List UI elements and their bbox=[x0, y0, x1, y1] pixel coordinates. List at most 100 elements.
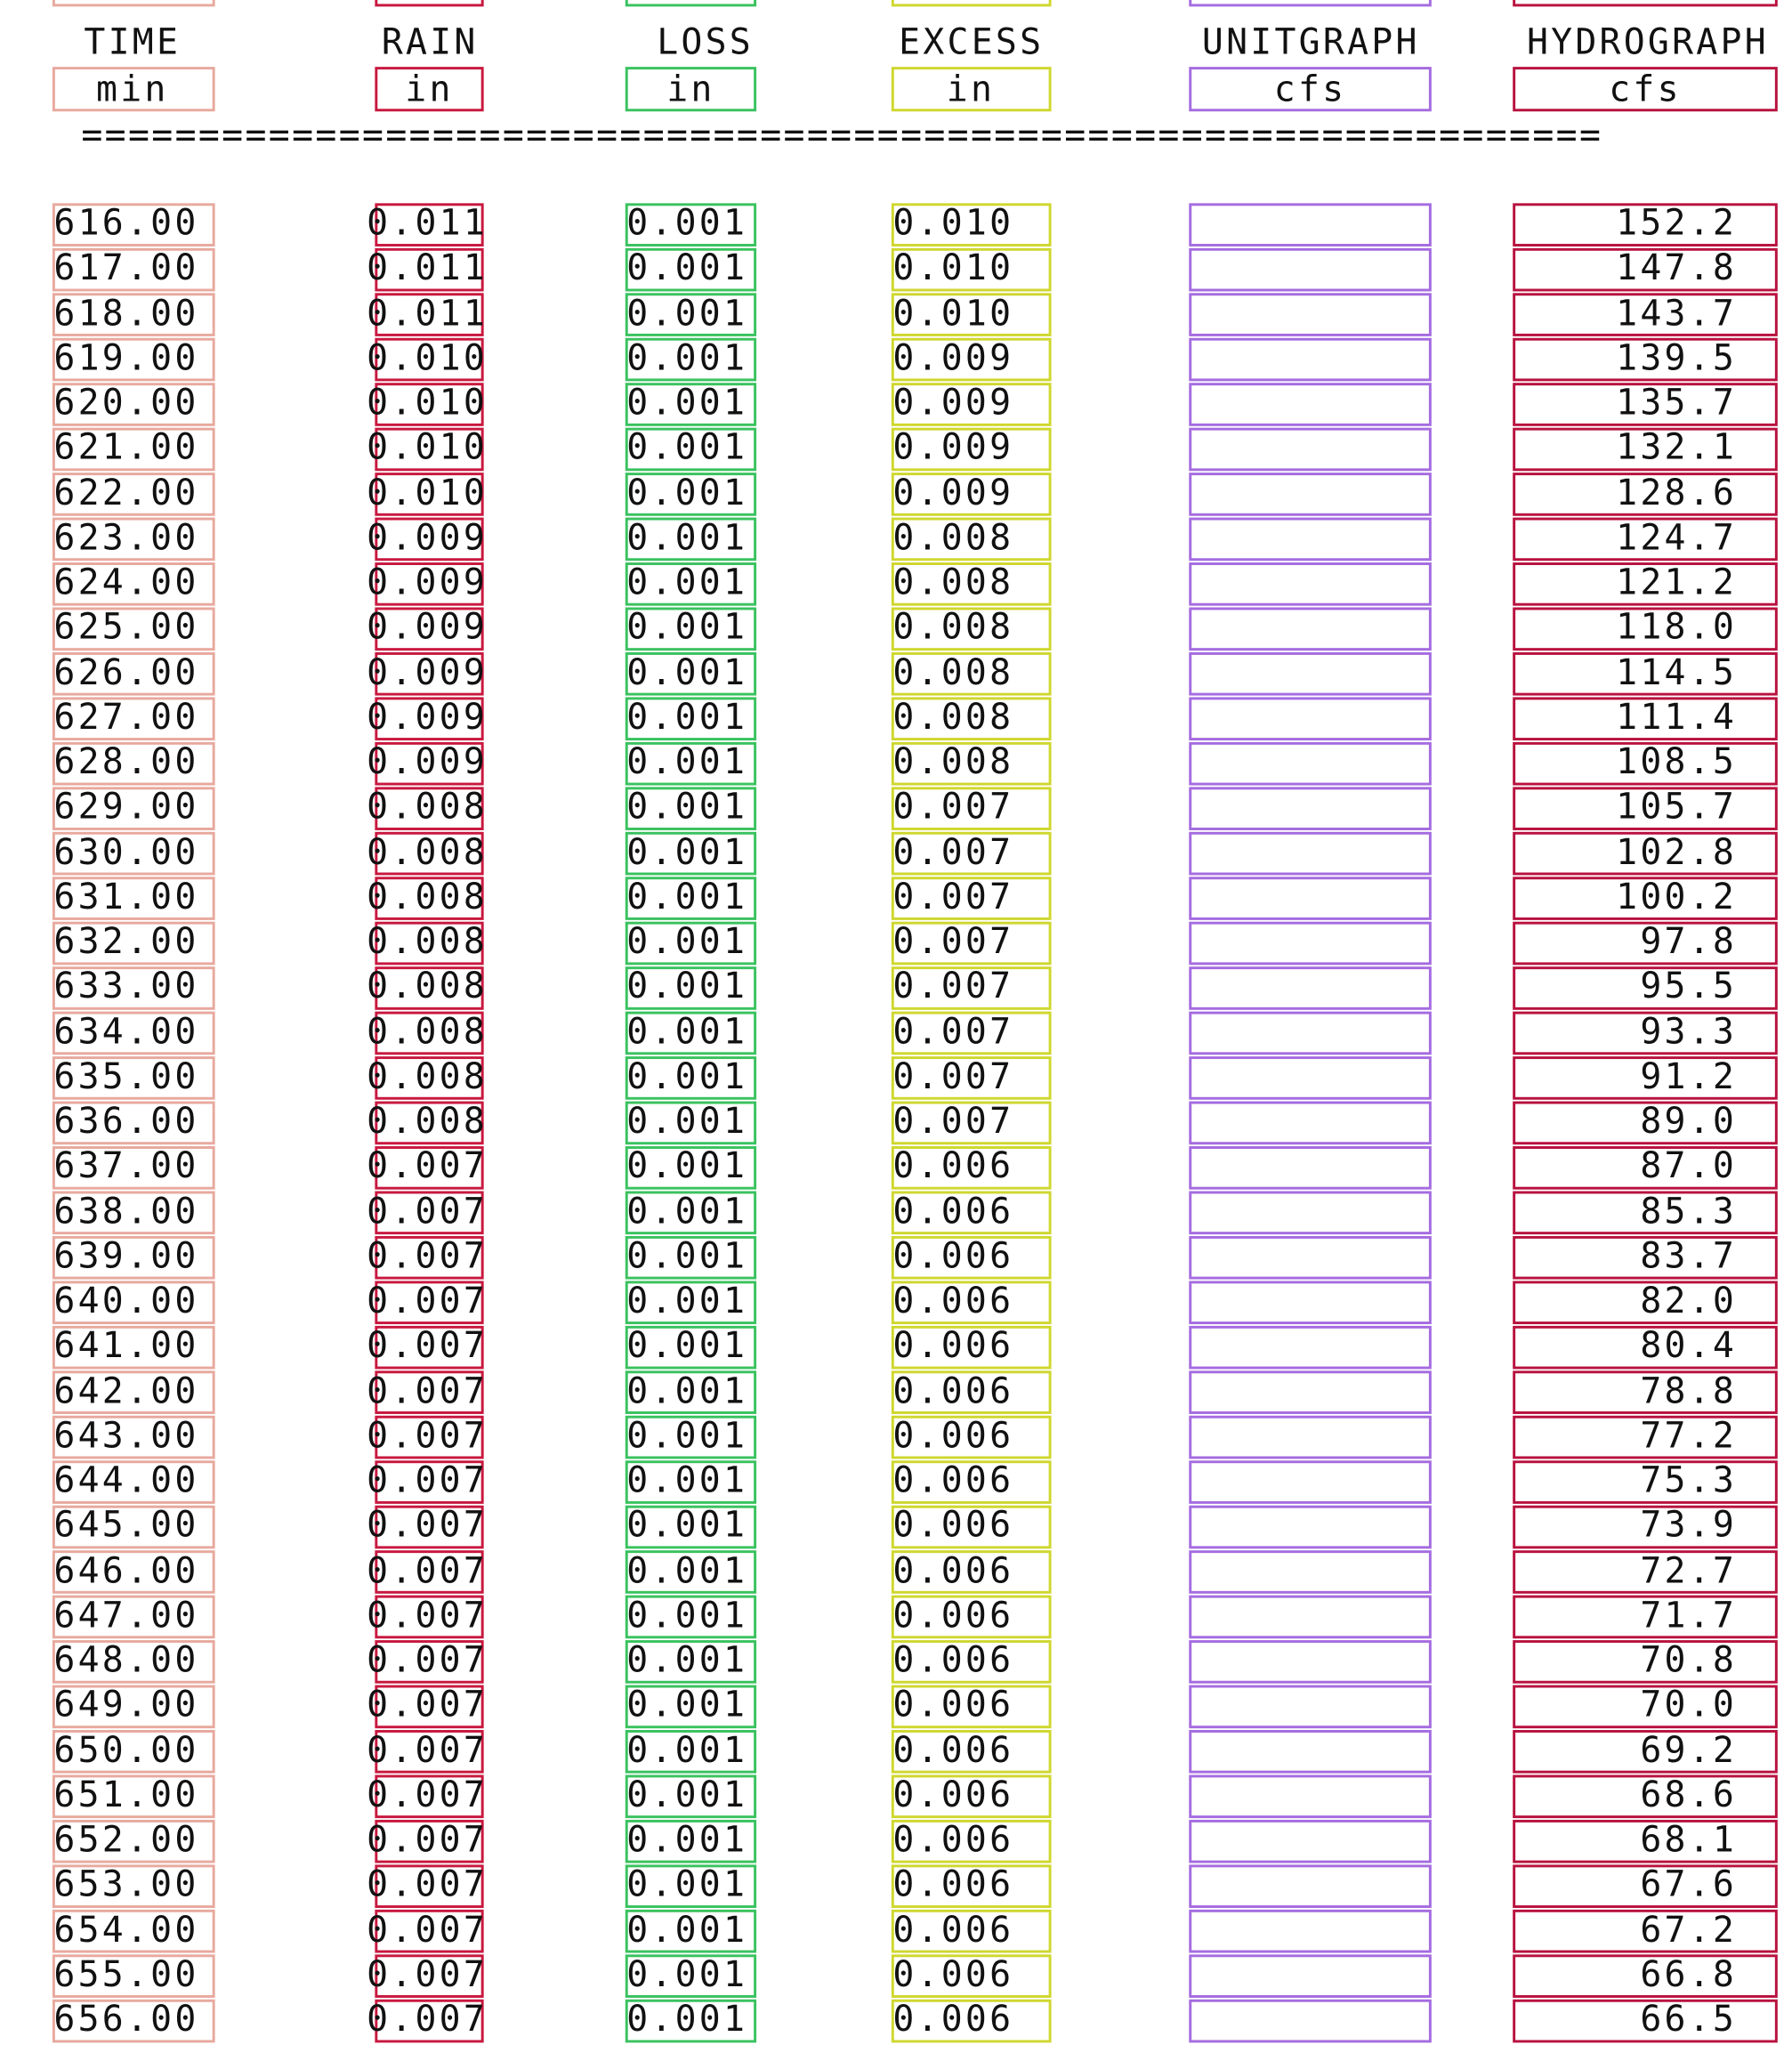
unitgraph-cell bbox=[1191, 1863, 1431, 1908]
unitgraph-cell bbox=[1191, 1324, 1431, 1369]
loss-cell: 0.001 bbox=[626, 1460, 748, 1501]
unitgraph-cell bbox=[1191, 1459, 1431, 1504]
rain-cell: 0.007 bbox=[367, 1281, 488, 1322]
loss-cell: 0.001 bbox=[626, 293, 748, 334]
unitgraph-cell bbox=[1191, 1100, 1431, 1144]
table-row: 619.00 0.010 0.001 0.009 139.5 bbox=[0, 336, 1792, 381]
table-row: 651.00 0.007 0.001 0.006 68.6 bbox=[0, 1774, 1792, 1818]
hydrograph-cell: 77.2 bbox=[1640, 1415, 1738, 1457]
unitgraph-cell bbox=[1191, 1998, 1431, 2042]
loss-cell: 0.001 bbox=[626, 427, 748, 469]
table-row: 632.00 0.008 0.001 0.007 97.8 bbox=[0, 920, 1792, 965]
hydrograph-cell: 97.8 bbox=[1640, 921, 1738, 963]
loss-cell: 0.001 bbox=[626, 741, 748, 783]
excess-cell: 0.006 bbox=[892, 1460, 1014, 1501]
unitgraph-cell bbox=[1191, 1549, 1431, 1594]
time-cell: 641.00 bbox=[53, 1325, 199, 1367]
unit-rain: in bbox=[405, 69, 454, 110]
excess-cell: 0.008 bbox=[892, 562, 1014, 603]
hydrograph-cell: 83.7 bbox=[1640, 1235, 1738, 1277]
time-cell: 617.00 bbox=[53, 247, 199, 289]
unit-loss: in bbox=[666, 69, 715, 110]
rain-cell: 0.008 bbox=[367, 921, 488, 963]
unitgraph-cell bbox=[1191, 292, 1431, 336]
loss-cell: 0.001 bbox=[626, 1146, 748, 1187]
unitgraph-cell bbox=[1191, 426, 1431, 471]
loss-cell: 0.001 bbox=[626, 1864, 748, 1906]
header-rain: RAIN bbox=[381, 22, 479, 63]
excess-cell: 0.009 bbox=[892, 473, 1014, 513]
unitgraph-cell bbox=[1191, 1145, 1431, 1190]
annotation-box-top-unitgraph bbox=[1189, 0, 1432, 7]
hydrograph-cell: 108.5 bbox=[1616, 741, 1738, 783]
unitgraph-cell bbox=[1191, 1594, 1431, 1638]
rain-cell: 0.010 bbox=[367, 383, 488, 424]
loss-cell: 0.001 bbox=[626, 1550, 748, 1591]
rain-cell: 0.008 bbox=[367, 877, 488, 917]
table-row: 638.00 0.007 0.001 0.006 85.3 bbox=[0, 1190, 1792, 1234]
time-cell: 650.00 bbox=[53, 1730, 199, 1771]
table-row: 655.00 0.007 0.001 0.006 66.8 bbox=[0, 1953, 1792, 1998]
table-row: 641.00 0.007 0.001 0.006 80.4 bbox=[0, 1324, 1792, 1369]
hydrograph-cell: 95.5 bbox=[1640, 966, 1738, 1007]
rain-cell: 0.007 bbox=[367, 1146, 488, 1187]
unitgraph-cell bbox=[1191, 740, 1431, 785]
excess-cell: 0.007 bbox=[892, 1056, 1014, 1097]
loss-cell: 0.001 bbox=[626, 831, 748, 873]
unitgraph-cell bbox=[1191, 696, 1431, 740]
rain-cell: 0.007 bbox=[367, 1909, 488, 1951]
table-row: 625.00 0.009 0.001 0.008 118.0 bbox=[0, 606, 1792, 651]
unitgraph-cell bbox=[1191, 382, 1431, 426]
loss-cell: 0.001 bbox=[626, 1056, 748, 1097]
table-row: 616.00 0.011 0.001 0.010 152.2 bbox=[0, 202, 1792, 247]
excess-cell: 0.006 bbox=[892, 1954, 1014, 1995]
table-row: 642.00 0.007 0.001 0.006 78.8 bbox=[0, 1370, 1792, 1414]
excess-cell: 0.007 bbox=[892, 1101, 1014, 1143]
unitgraph-cell bbox=[1191, 247, 1431, 291]
excess-cell: 0.006 bbox=[892, 1191, 1014, 1233]
excess-cell: 0.006 bbox=[892, 1640, 1014, 1681]
annotation-box-top-excess bbox=[891, 0, 1052, 7]
table-row: 624.00 0.009 0.001 0.008 121.2 bbox=[0, 562, 1792, 606]
time-cell: 649.00 bbox=[53, 1685, 199, 1726]
loss-cell: 0.001 bbox=[626, 1235, 748, 1277]
excess-cell: 0.008 bbox=[892, 607, 1014, 649]
rain-cell: 0.009 bbox=[367, 741, 488, 783]
rain-cell: 0.008 bbox=[367, 1011, 488, 1053]
rain-cell: 0.008 bbox=[367, 787, 488, 828]
header-time: TIME bbox=[84, 22, 182, 63]
data-table-body: 616.00 0.011 0.001 0.010 152.2 617.00 0.011 0.0… bbox=[0, 202, 1792, 2043]
time-cell: 642.00 bbox=[53, 1370, 199, 1412]
loss-cell: 0.001 bbox=[626, 1954, 748, 1995]
hydrograph-cell: 82.0 bbox=[1640, 1281, 1738, 1322]
table-row: 639.00 0.007 0.001 0.006 83.7 bbox=[0, 1234, 1792, 1279]
time-cell: 620.00 bbox=[53, 383, 199, 424]
rain-cell: 0.007 bbox=[367, 1415, 488, 1457]
rain-cell: 0.007 bbox=[367, 1685, 488, 1726]
excess-cell: 0.006 bbox=[892, 1505, 1014, 1547]
unitgraph-cell bbox=[1191, 966, 1431, 1010]
hydrograph-cell: 100.2 bbox=[1616, 877, 1738, 917]
rain-cell: 0.007 bbox=[367, 1999, 488, 2041]
table-row: 644.00 0.007 0.001 0.006 75.3 bbox=[0, 1459, 1792, 1504]
time-cell: 627.00 bbox=[53, 697, 199, 739]
hydrograph-cell: 102.8 bbox=[1616, 831, 1738, 873]
loss-cell: 0.001 bbox=[626, 473, 748, 513]
hydrograph-cell: 152.2 bbox=[1616, 203, 1738, 245]
time-cell: 651.00 bbox=[53, 1774, 199, 1816]
rain-cell: 0.007 bbox=[367, 1235, 488, 1277]
loss-cell: 0.001 bbox=[626, 1774, 748, 1816]
excess-cell: 0.006 bbox=[892, 1415, 1014, 1457]
hydrograph-cell: 128.6 bbox=[1616, 473, 1738, 513]
hydrograph-cell: 105.7 bbox=[1616, 787, 1738, 828]
table-row: 645.00 0.007 0.001 0.006 73.9 bbox=[0, 1504, 1792, 1548]
excess-cell: 0.007 bbox=[892, 966, 1014, 1007]
unitgraph-cell bbox=[1191, 562, 1431, 606]
unitgraph-cell bbox=[1191, 516, 1431, 561]
table-row: 617.00 0.011 0.001 0.010 147.8 bbox=[0, 247, 1792, 291]
rain-cell: 0.008 bbox=[367, 1101, 488, 1143]
rain-cell: 0.007 bbox=[367, 1505, 488, 1547]
loss-cell: 0.001 bbox=[626, 651, 748, 693]
time-cell: 655.00 bbox=[53, 1954, 199, 1995]
rain-cell: 0.007 bbox=[367, 1325, 488, 1367]
